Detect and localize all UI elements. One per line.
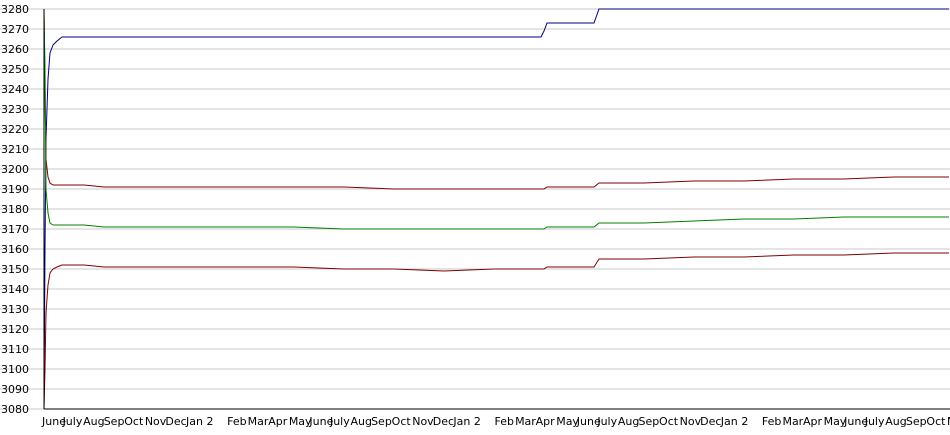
x-tick-label: May <box>824 415 847 428</box>
y-tick-label: 3250 <box>1 63 29 76</box>
x-tick-label: Feb <box>227 415 246 428</box>
x-tick-label: July <box>864 415 885 428</box>
x-tick-label: Oct <box>392 415 412 428</box>
x-tick-label: June <box>308 415 333 428</box>
series-lines <box>43 8 949 410</box>
y-tick-label: 3180 <box>1 203 29 216</box>
y-tick-label: 3160 <box>1 243 29 256</box>
x-tick-label: Jan <box>720 415 738 428</box>
y-tick-label: 3220 <box>1 123 29 136</box>
x-tick-label: Sep <box>371 415 392 428</box>
y-tick-label: 3110 <box>1 343 29 356</box>
x-tick-label: June <box>41 415 66 428</box>
y-tick-label: 3120 <box>1 323 29 336</box>
x-tick-label: Aug <box>885 415 906 428</box>
x-tick-label: Sep <box>104 415 125 428</box>
y-tick-label: 3200 <box>1 163 29 176</box>
x-tick-label: 2 <box>474 415 481 428</box>
x-tick-label: Feb <box>495 415 514 428</box>
y-tick-label: 3100 <box>1 363 29 376</box>
x-tick-label: No <box>947 415 950 428</box>
x-tick-label: July <box>329 415 350 428</box>
y-tick-label: 3190 <box>1 183 29 196</box>
x-tick-label: Aug <box>83 415 104 428</box>
y-tick-label: 3130 <box>1 303 29 316</box>
x-tick-label: Sep <box>638 415 659 428</box>
x-tick-label: June <box>843 415 868 428</box>
y-tick-label: 3090 <box>1 383 29 396</box>
x-tick-label: 2 <box>741 415 748 428</box>
x-tick-label: Feb <box>762 415 781 428</box>
x-tick-label: Aug <box>618 415 639 428</box>
x-tick-label: June <box>576 415 601 428</box>
y-tick-label: 3140 <box>1 283 29 296</box>
x-tick-label: Mar <box>515 415 536 428</box>
x-tick-label: Oct <box>124 415 144 428</box>
x-tick-label: Mar <box>782 415 803 428</box>
x-tick-label: Mar <box>248 415 269 428</box>
x-tick-label: Nov <box>680 415 702 428</box>
x-tick-label: Oct <box>926 415 946 428</box>
y-tick-label: 3170 <box>1 223 29 236</box>
x-tick-label: Nov <box>412 415 434 428</box>
x-tick-label: May <box>556 415 579 428</box>
x-tick-label: Oct <box>659 415 679 428</box>
x-tick-label: Dec <box>165 415 186 428</box>
y-tick-label: 3280 <box>1 3 29 16</box>
y-tick-label: 3210 <box>1 143 29 156</box>
series-line-4 <box>43 252 949 410</box>
x-tick-label: Jan <box>452 415 470 428</box>
x-tick-label: May <box>289 415 312 428</box>
x-tick-label: Sep <box>906 415 927 428</box>
x-tick-label: Apr <box>536 415 556 428</box>
series-line-1 <box>43 8 949 410</box>
x-tick-label: 2 <box>207 415 214 428</box>
series-line-2 <box>43 8 949 190</box>
x-tick-label: Apr <box>268 415 288 428</box>
y-tick-label: 3150 <box>1 263 29 276</box>
y-tick-label: 3230 <box>1 103 29 116</box>
x-tick-label: July <box>62 415 83 428</box>
y-tick-label: 3240 <box>1 83 29 96</box>
y-tick-label: 3270 <box>1 23 29 36</box>
y-tick-label: 3080 <box>1 403 29 416</box>
x-tick-label: Dec <box>433 415 454 428</box>
y-tick-label: 3260 <box>1 43 29 56</box>
y-axis-ticks: 3080 3090 3100 3110 3120 3130 3140 3150 3160 3170… <box>1 3 29 416</box>
series-line-3 <box>43 12 949 230</box>
x-tick-label: Nov <box>145 415 167 428</box>
x-tick-label: Jan <box>185 415 203 428</box>
x-tick-label: July <box>596 415 617 428</box>
x-tick-label: Dec <box>700 415 721 428</box>
x-tick-label: Aug <box>351 415 372 428</box>
x-tick-label: Apr <box>803 415 823 428</box>
gridlines <box>0 8 950 410</box>
